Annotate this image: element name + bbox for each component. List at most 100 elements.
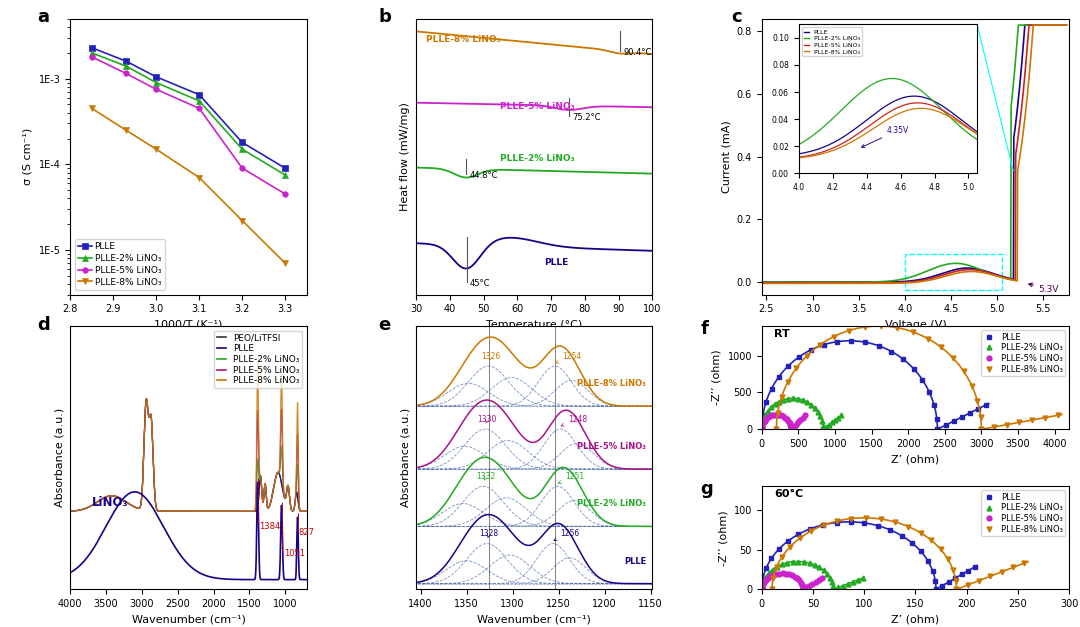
- Legend: PLLE, PLLE-2% LiNO₃, PLLE-5% LiNO₃, PLLE-8% LiNO₃: PLLE, PLLE-2% LiNO₃, PLLE-5% LiNO₃, PLLE…: [75, 239, 164, 290]
- PLLE-5% LiNO₃: [85, 53, 98, 61]
- Text: LiNO₃: LiNO₃: [92, 495, 129, 508]
- Line: PLLE-5% LiNO₃: PLLE-5% LiNO₃: [89, 54, 288, 197]
- PLLE-8% LiNO₃: [859, 324, 872, 331]
- PLLE: [859, 339, 872, 346]
- PLLE-8% LiNO₃: [775, 393, 788, 401]
- PLLE-5% LiNO₃: [279, 190, 292, 198]
- PLLE: [921, 557, 934, 564]
- PLLE-2% LiNO₃: [797, 558, 810, 566]
- PLLE-5% LiNO₃: [761, 414, 774, 421]
- PLLE-8% LiNO₃: [771, 409, 784, 417]
- PLLE: [793, 354, 806, 361]
- PLLE-2% LiNO₃: [809, 404, 822, 412]
- X-axis label: Voltage (V): Voltage (V): [885, 320, 946, 330]
- PLLE: [120, 58, 133, 65]
- Text: PLLE-2% LiNO₃: PLLE-2% LiNO₃: [577, 499, 646, 508]
- PLLE: [1018, 21, 1031, 29]
- Line: PLLE-8% LiNO₃: PLLE-8% LiNO₃: [89, 105, 288, 266]
- PLLE-8% LiNO₃: [770, 426, 783, 433]
- PLLE: [845, 337, 858, 345]
- PLLE-2% LiNO₃: [814, 413, 827, 420]
- Text: 1051: 1051: [284, 549, 306, 558]
- Line: PLLE: PLLE: [759, 519, 937, 592]
- PLLE: [774, 278, 787, 286]
- Text: g: g: [700, 480, 713, 498]
- PLLE: [85, 44, 98, 51]
- PLLE-5% LiNO₃: [1059, 21, 1072, 29]
- PLLE-2% LiNO₃: [758, 411, 771, 419]
- X-axis label: Wavenumber (cm⁻¹): Wavenumber (cm⁻¹): [477, 614, 591, 624]
- PLLE-5% LiNO₃: [756, 581, 769, 588]
- PLLE-5% LiNO₃: [774, 412, 787, 419]
- Text: PLLE: PLLE: [544, 258, 568, 267]
- PLLE-2% LiNO₃: [827, 582, 840, 590]
- PLLE-5% LiNO₃: [791, 575, 804, 582]
- Text: 44.8°C: 44.8°C: [470, 171, 498, 181]
- PLLE-8% LiNO₃: [845, 515, 858, 522]
- PLLE: [792, 530, 805, 538]
- PLLE: [927, 567, 940, 574]
- PLLE-2% LiNO₃: [757, 577, 770, 584]
- PLLE-8% LiNO₃: [784, 543, 797, 551]
- PLLE-5% LiNO₃: [796, 584, 809, 591]
- PLLE-5% LiNO₃: [781, 416, 794, 423]
- PLLE: [235, 139, 248, 146]
- PLLE: [932, 271, 945, 278]
- PLLE-5% LiNO₃: [770, 571, 783, 578]
- PLLE-2% LiNO₃: [815, 417, 828, 424]
- Legend: PLLE, PLLE-2% LiNO₃, PLLE-5% LiNO₃, PLLE-8% LiNO₃: PLLE, PLLE-2% LiNO₃, PLLE-5% LiNO₃, PLLE…: [982, 330, 1065, 376]
- PLLE-2% LiNO₃: [796, 396, 809, 404]
- PLLE-5% LiNO₃: [770, 411, 783, 418]
- PLLE-2% LiNO₃: [774, 278, 787, 286]
- Text: 75.2°C: 75.2°C: [572, 113, 600, 122]
- Bar: [905, 254, 1002, 290]
- Text: 1254: 1254: [555, 352, 581, 363]
- PLLE-2% LiNO₃: [777, 396, 789, 403]
- PLLE-2% LiNO₃: [755, 586, 768, 593]
- Text: PLLE-2% LiNO₃: PLLE-2% LiNO₃: [500, 154, 575, 163]
- PLLE-8% LiNO₃: [957, 367, 970, 375]
- PLLE-2% LiNO₃: [279, 171, 292, 179]
- PLLE-5% LiNO₃: [755, 586, 768, 593]
- PLLE: [986, 270, 999, 277]
- PLLE-5% LiNO₃: [764, 413, 777, 420]
- PLLE-2% LiNO₃: [235, 145, 248, 153]
- PLLE-5% LiNO₃: [767, 571, 780, 579]
- Text: 1330: 1330: [477, 415, 497, 424]
- PLLE-5% LiNO₃: [120, 70, 133, 77]
- PLLE: [906, 539, 919, 547]
- PLLE-8% LiNO₃: [924, 537, 937, 544]
- PLLE: [192, 91, 205, 98]
- Text: 1251: 1251: [558, 472, 584, 483]
- PLLE: [915, 548, 928, 556]
- PLLE-8% LiNO₃: [875, 322, 888, 330]
- PLLE-8% LiNO₃: [85, 105, 98, 112]
- PLLE-8% LiNO₃: [805, 527, 818, 535]
- PLLE: [941, 268, 954, 276]
- PLLE-5% LiNO₃: [192, 105, 205, 112]
- Text: b: b: [378, 8, 391, 26]
- PLLE-2% LiNO₃: [765, 403, 778, 411]
- PLLE-8% LiNO₃: [770, 563, 783, 571]
- PLLE-8% LiNO₃: [934, 545, 947, 553]
- PLLE: [279, 164, 292, 172]
- PLLE-8% LiNO₃: [192, 174, 205, 181]
- PLLE: [765, 385, 778, 393]
- PLLE-8% LiNO₃: [874, 515, 887, 523]
- PLLE-2% LiNO₃: [192, 97, 205, 105]
- PLLE-8% LiNO₃: [935, 344, 948, 351]
- PLLE-5% LiNO₃: [150, 86, 163, 93]
- PLLE-2% LiNO₃: [1059, 21, 1072, 29]
- PLLE-5% LiNO₃: [772, 411, 785, 419]
- Line: PLLE-5% LiNO₃: PLLE-5% LiNO₃: [761, 25, 1066, 283]
- PLLE-8% LiNO₃: [966, 382, 978, 389]
- PLLE-2% LiNO₃: [1012, 21, 1025, 29]
- PLLE: [765, 555, 778, 562]
- X-axis label: Z’ (ohm): Z’ (ohm): [891, 455, 940, 465]
- PLLE: [1017, 31, 1030, 38]
- PLLE-2% LiNO₃: [755, 278, 768, 286]
- PLLE-2% LiNO₃: [781, 559, 794, 567]
- Text: 1384: 1384: [259, 522, 281, 531]
- PLLE-2% LiNO₃: [757, 416, 770, 423]
- PLLE-8% LiNO₃: [860, 514, 873, 522]
